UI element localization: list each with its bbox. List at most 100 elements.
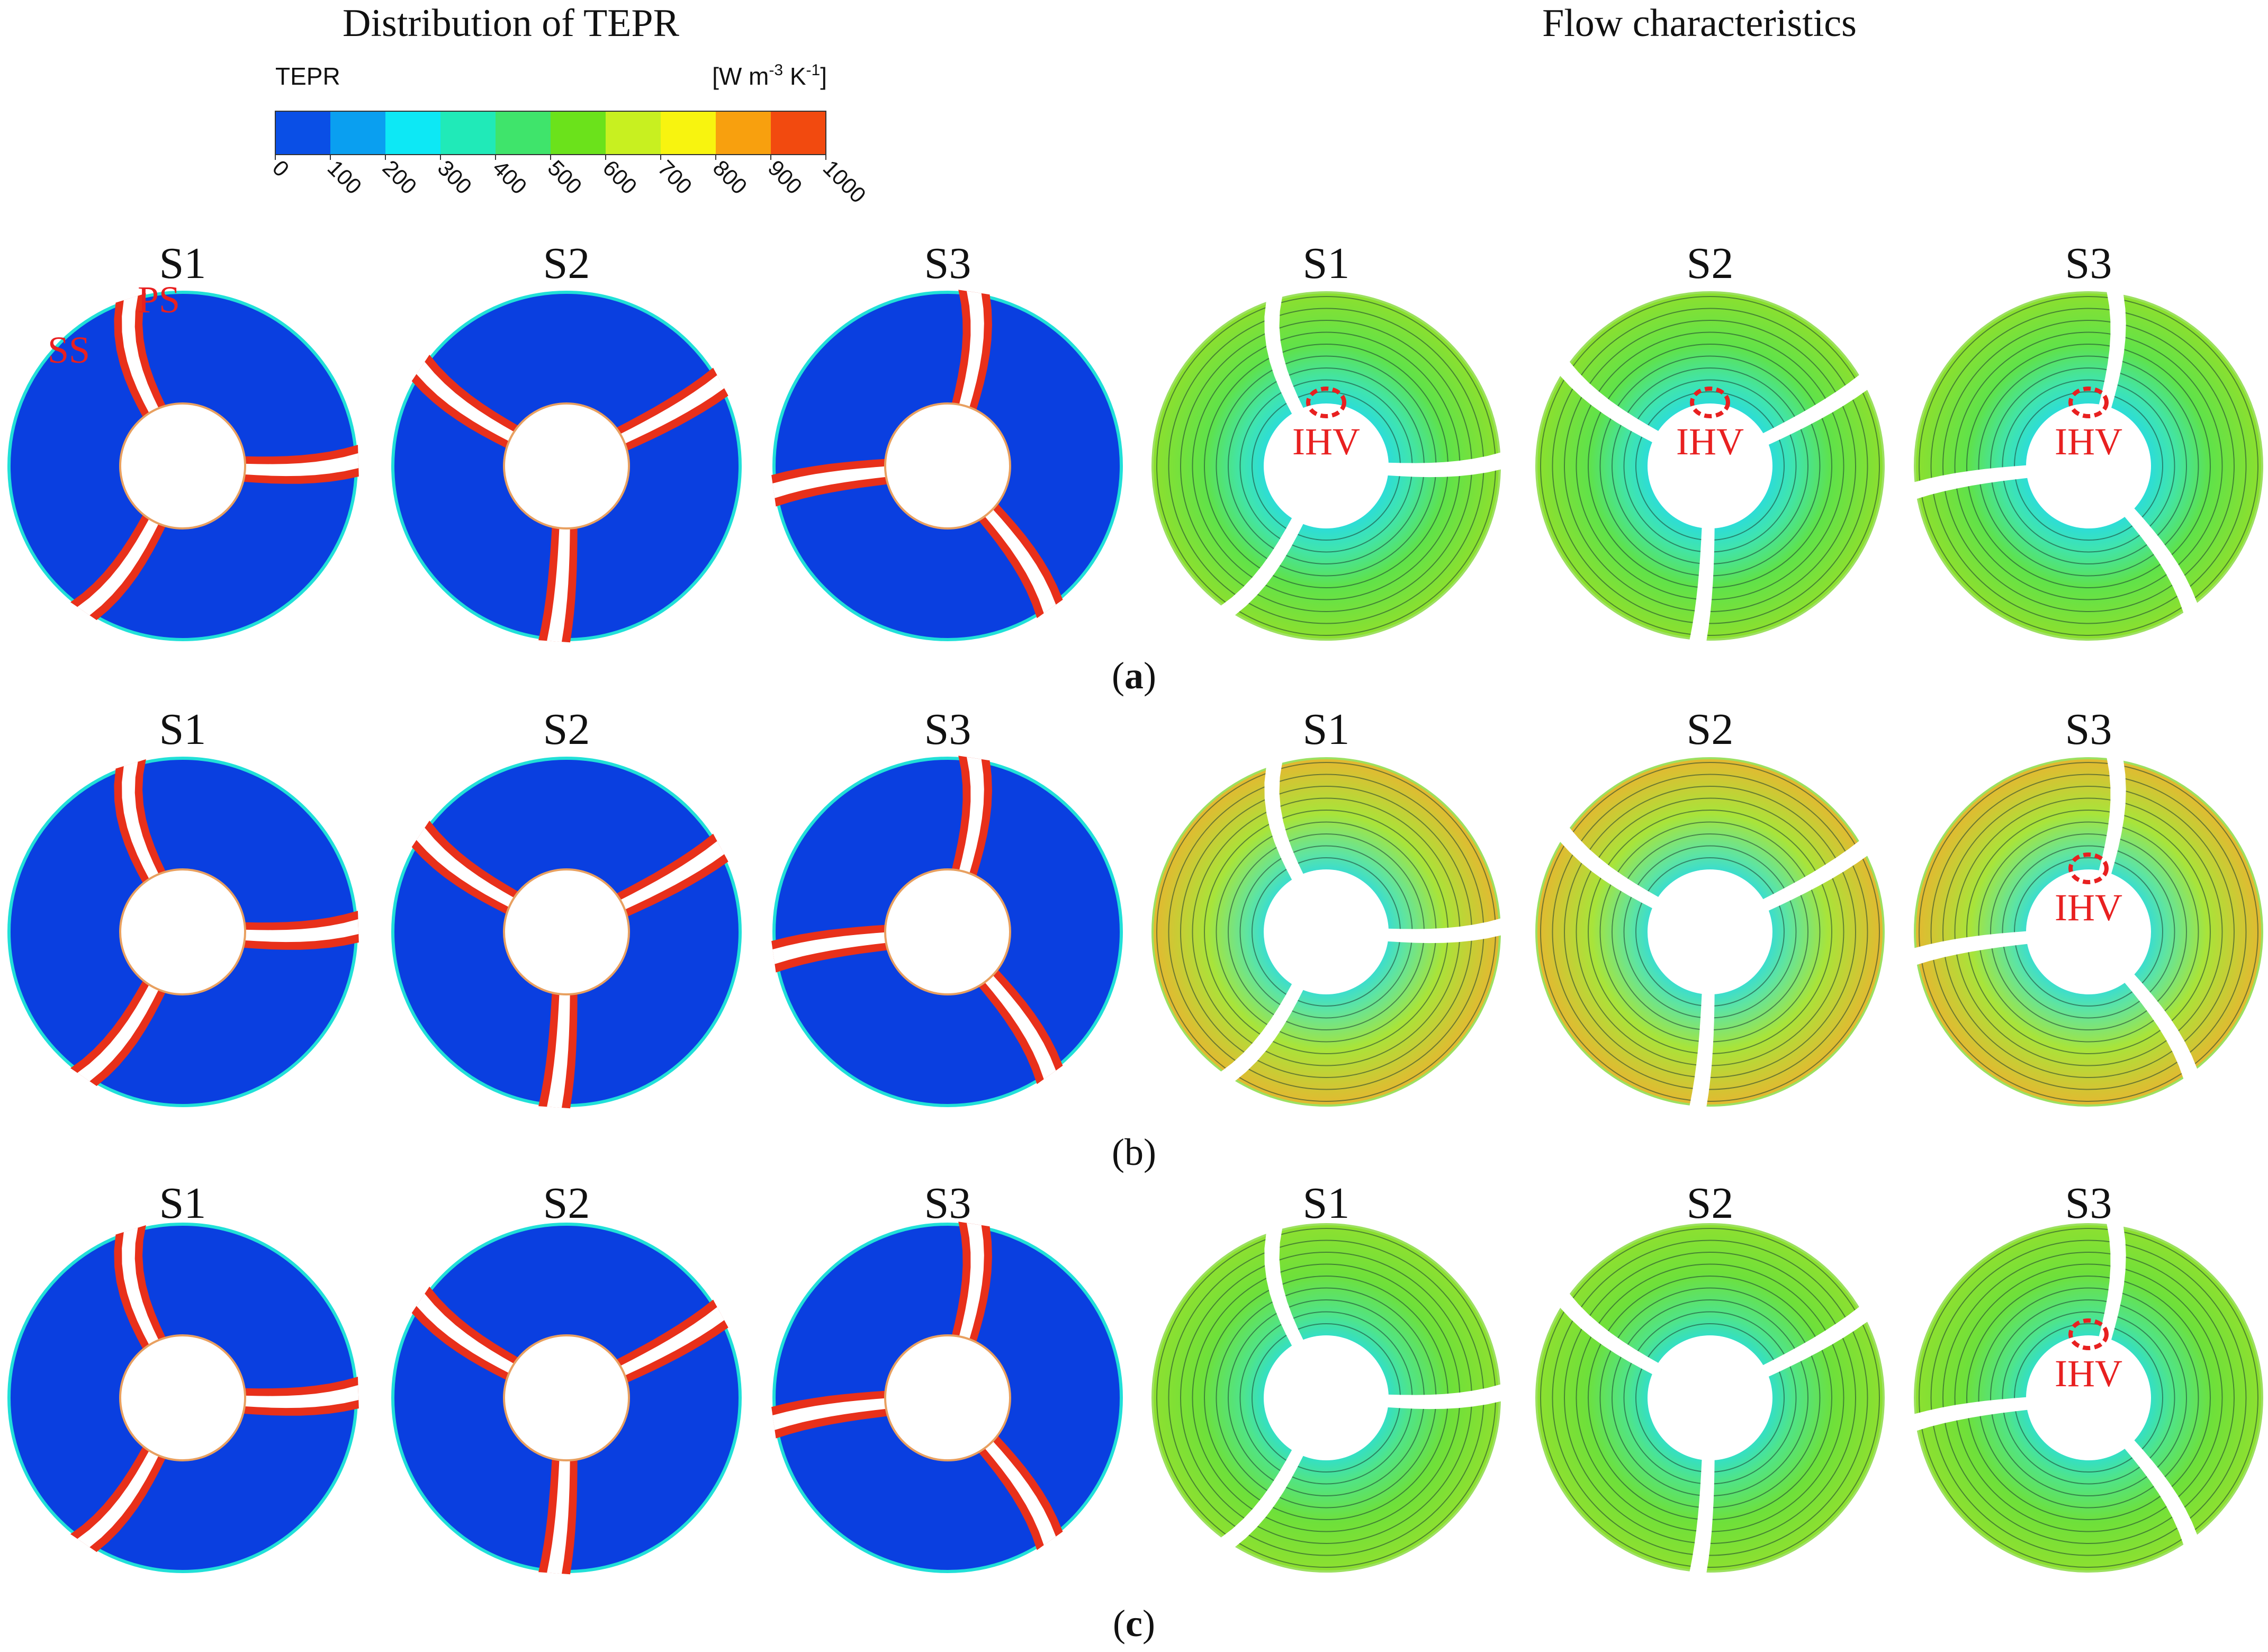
blade bbox=[1913, 1397, 2029, 1431]
streamline bbox=[2002, 379, 2175, 553]
blade bbox=[547, 992, 570, 1108]
legend-tick-label: 900 bbox=[763, 155, 807, 199]
legend-tick-label: 100 bbox=[323, 155, 367, 199]
flow-field-s1 bbox=[1151, 757, 1502, 1107]
blade bbox=[618, 375, 725, 445]
blade bbox=[122, 295, 160, 415]
ihv-vortex-marker bbox=[1690, 387, 1730, 418]
blade bbox=[1386, 918, 1502, 944]
blade bbox=[1220, 982, 1304, 1082]
hub bbox=[1648, 869, 1772, 994]
blade bbox=[416, 828, 516, 908]
blade bbox=[958, 1223, 984, 1341]
blade bbox=[1689, 526, 1715, 642]
legend-tick-label: 300 bbox=[433, 155, 477, 199]
stage-label-s2: S2 bbox=[543, 705, 590, 754]
blade bbox=[77, 983, 160, 1082]
blade bbox=[77, 517, 160, 616]
blade bbox=[242, 1385, 359, 1408]
hub bbox=[119, 402, 246, 529]
blade bbox=[983, 1440, 1056, 1546]
hub bbox=[884, 402, 1011, 529]
streamline bbox=[1966, 344, 2211, 588]
hub bbox=[884, 1334, 1011, 1461]
blade bbox=[1386, 1384, 1502, 1409]
tepr-contour-s3 bbox=[771, 1222, 1123, 1573]
blade bbox=[2123, 973, 2198, 1080]
stage-label-s2: S2 bbox=[1687, 705, 1734, 754]
blade bbox=[1689, 1458, 1715, 1574]
blade bbox=[1220, 516, 1304, 616]
blade bbox=[618, 841, 725, 911]
stage-label-s1: S1 bbox=[1303, 705, 1350, 754]
streamline bbox=[1930, 308, 2247, 624]
streamline bbox=[1942, 320, 2235, 612]
blade bbox=[547, 526, 570, 642]
stage-label-s3: S3 bbox=[924, 705, 971, 754]
hub bbox=[1648, 1335, 1772, 1460]
flow-field-s1: IHV bbox=[1151, 291, 1502, 641]
legend-cell bbox=[661, 111, 716, 155]
legend-tick-label: 800 bbox=[708, 155, 752, 199]
ihv-label: IHV bbox=[2055, 420, 2122, 463]
streamline bbox=[1552, 308, 1868, 624]
blade bbox=[2098, 1223, 2126, 1342]
blade bbox=[983, 508, 1056, 614]
tepr-contour-s2 bbox=[391, 291, 742, 643]
legend-cell bbox=[771, 111, 826, 155]
flow-field-s3: IHV bbox=[1913, 757, 2263, 1107]
flow-field-s2 bbox=[1535, 1223, 1885, 1574]
panel-label: (c) bbox=[1113, 1602, 1155, 1645]
hub bbox=[1264, 403, 1389, 528]
legend-color-bar bbox=[275, 111, 826, 155]
tepr-contour-s1 bbox=[7, 757, 359, 1107]
streamline bbox=[1919, 296, 2258, 636]
hub bbox=[1264, 1335, 1389, 1460]
stage-label-s2: S2 bbox=[1687, 239, 1734, 288]
stage-label-s1: S1 bbox=[159, 705, 206, 754]
streamline bbox=[1919, 1228, 2258, 1568]
streamline bbox=[1990, 367, 2187, 564]
blade bbox=[1220, 1448, 1304, 1548]
blade bbox=[772, 932, 888, 964]
ihv-vortex-marker bbox=[1306, 387, 1346, 418]
ihv-vortex-marker bbox=[2068, 1318, 2109, 1350]
panel-a: S1 S2 S3 S1 S2 S3 SS PS IHV IHV IHV (a) bbox=[7, 239, 2263, 697]
streamline bbox=[1966, 810, 2211, 1054]
panel-c: S1 S2 S3 S1 S2 S3 IHV (c) bbox=[7, 1179, 2263, 1645]
legend-title: TEPR bbox=[275, 62, 340, 90]
hub bbox=[503, 1334, 630, 1461]
stage-label-s1: S1 bbox=[159, 1179, 206, 1228]
blade bbox=[958, 291, 984, 409]
pressure-side-label: PS bbox=[138, 279, 180, 321]
ihv-vortex-marker bbox=[2068, 852, 2109, 884]
blade bbox=[1913, 465, 2029, 499]
streamline bbox=[1966, 1276, 2211, 1520]
legend-cell bbox=[496, 111, 551, 155]
hub bbox=[119, 1334, 246, 1461]
tepr-contour-s3 bbox=[771, 756, 1123, 1107]
legend-tick-labels: 0 100 200 300 400 500 600 700 800 900 1000 bbox=[268, 155, 871, 208]
stage-label-s3: S3 bbox=[924, 239, 971, 288]
blade bbox=[983, 974, 1056, 1080]
stage-label-s1: S1 bbox=[159, 239, 206, 288]
stage-label-s2: S2 bbox=[543, 1179, 590, 1228]
legend-cell bbox=[440, 111, 496, 155]
streamline bbox=[1552, 1240, 1868, 1556]
panels: S1 S2 S3 S1 S2 S3 SS PS IHV IHV IHV (a) S1 S2 S3 S1 S2 S3… bbox=[7, 239, 2263, 1645]
blade bbox=[1386, 452, 1502, 478]
blade bbox=[618, 1307, 725, 1377]
legend-cell bbox=[275, 111, 331, 155]
ihv-vortex-marker bbox=[2068, 387, 2109, 418]
streamline bbox=[2002, 1311, 2175, 1485]
ihv-label: IHV bbox=[1292, 420, 1360, 463]
blade bbox=[1761, 374, 1868, 446]
blade bbox=[2098, 291, 2126, 410]
streamline bbox=[1954, 1263, 2223, 1532]
blade bbox=[1264, 761, 1304, 882]
hub bbox=[119, 868, 246, 995]
flow-field-s2 bbox=[1535, 757, 1885, 1108]
streamline bbox=[1990, 833, 2187, 1030]
blade bbox=[1559, 827, 1660, 909]
streamline bbox=[1540, 1228, 1880, 1568]
